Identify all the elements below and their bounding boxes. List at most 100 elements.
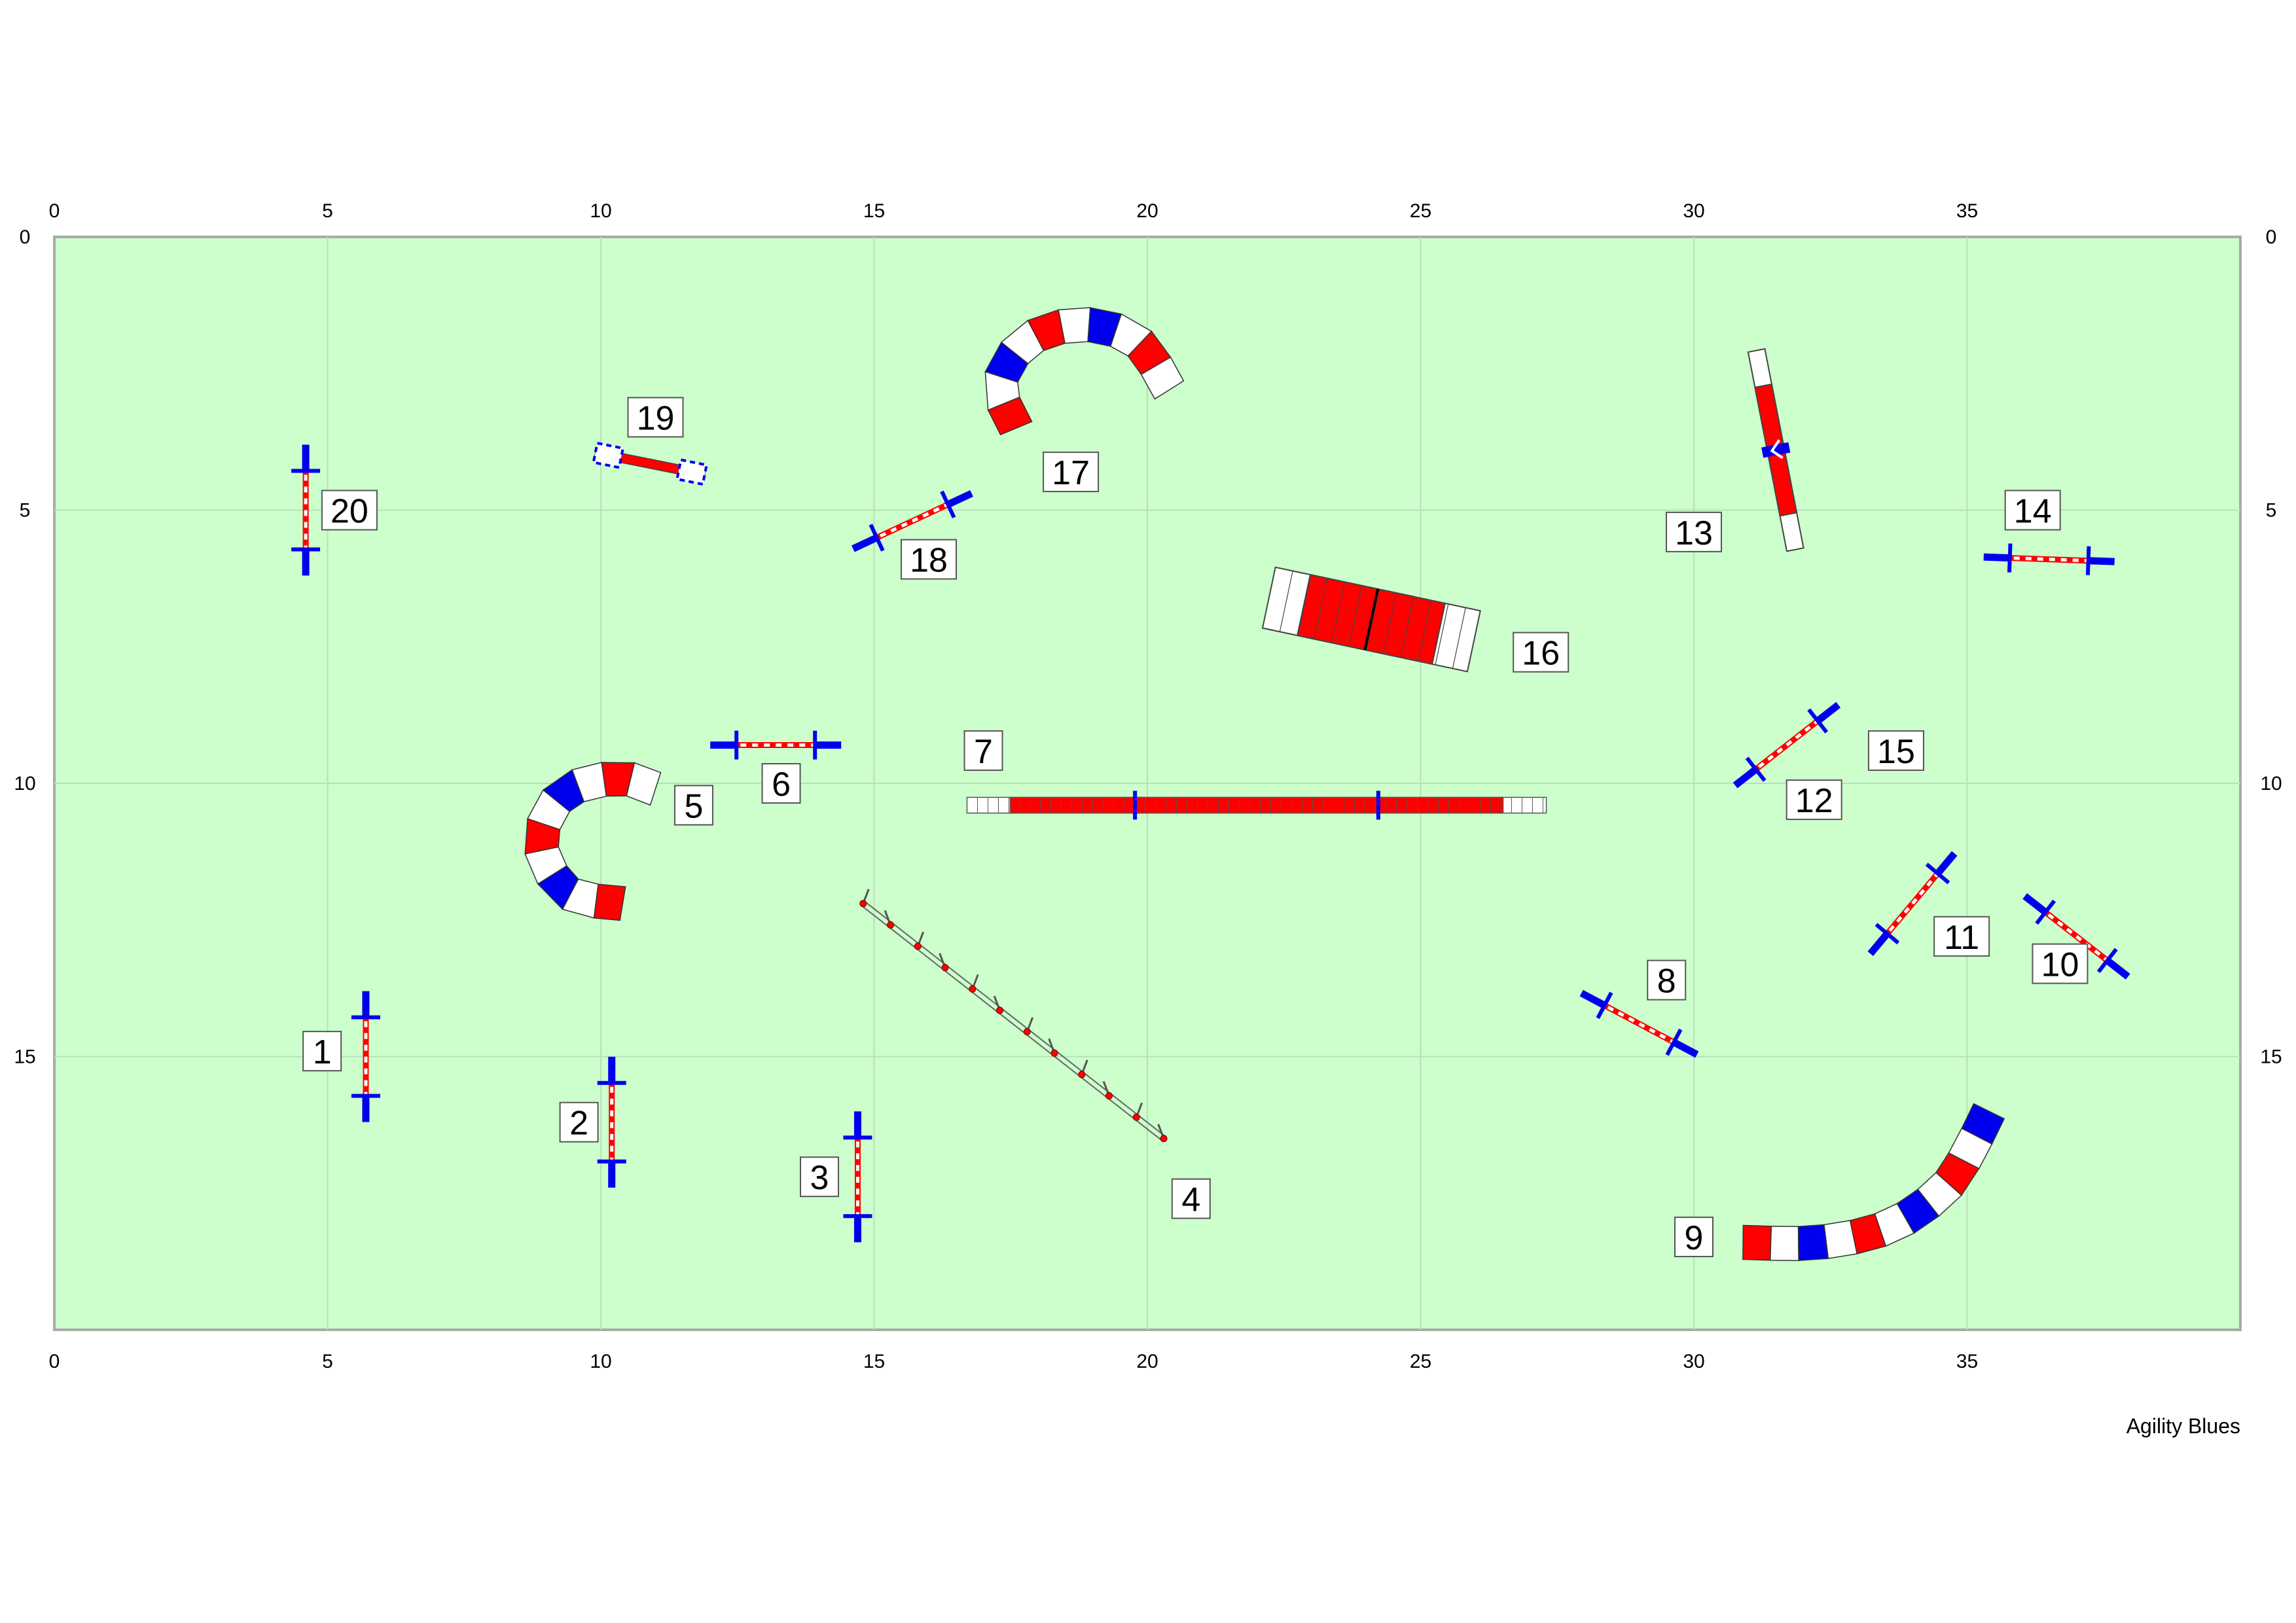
weave-pole [1023,1028,1031,1036]
number-label: 1 [313,1033,332,1071]
number-label: 17 [1052,454,1090,492]
jump-stand [2007,543,2013,573]
tunnel-17 [984,307,1185,436]
table-end [675,458,708,486]
x-tick-label: 30 [1683,200,1704,222]
tunnel-9 [1742,1103,2005,1261]
number-box-13: 13 [1666,511,1722,552]
jump-wing [1815,702,1841,724]
x-tick-label: 10 [590,200,611,222]
jump-wing [1867,931,1890,956]
tunnel-segment [593,883,626,921]
number-box-11: 11 [1933,916,1990,957]
weave-pole [859,900,867,908]
number-label: 5 [684,787,703,825]
jump-stand [1807,708,1829,734]
number-label: 7 [974,733,993,771]
jump-wing [851,534,878,552]
number-box-frame [321,490,378,531]
weave-pole [1078,1071,1086,1079]
number-label: 14 [2014,493,2052,531]
jump-stand [1596,991,1613,1020]
number-box-frame [627,397,684,438]
number-box-7: 7 [963,730,1003,771]
x-tick-label: 15 [863,1351,885,1372]
jump-8 [1579,990,1699,1058]
number-box-frame [963,730,1003,771]
y-tick-label: 15 [14,1046,35,1068]
number-box-frame [559,1101,599,1143]
number-label: 11 [1944,919,1979,957]
seesaw-pivot-mark [1770,439,1784,459]
aframe-slat [1331,582,1345,643]
aframe-slat [1348,585,1363,647]
tunnel-segment [626,762,662,806]
number-box-frame [800,1156,839,1198]
jump-wing [1672,1039,1699,1058]
number-box-3: 3 [800,1156,839,1198]
number-box-frame [1933,916,1990,957]
x-tick-label: 5 [322,200,333,222]
dogwalk-red-section [1009,796,1504,814]
number-box-frame [1867,730,1924,771]
number-box-18: 18 [901,539,957,580]
number-box-frame [302,1031,342,1072]
seesaw-13 [1747,348,1804,552]
jump-stand [1745,757,1767,782]
number-box-frame [1043,452,1100,493]
tunnel-segment [1797,1224,1829,1261]
number-label: 9 [1685,1219,1704,1257]
weave-pole [969,985,977,993]
jump-stand [869,524,885,552]
weave-pole [887,921,895,929]
jump-12 [1732,702,1841,789]
seesaw-pivot [1761,442,1791,458]
aframe-slat [1314,578,1328,639]
jump-stand [2096,948,2118,973]
tunnel-segment [1961,1103,2005,1145]
tunnel-segment [1140,356,1185,400]
jump-stand [1665,1028,1683,1056]
x-tick-label: 15 [863,200,885,222]
number-box-frame [1785,779,1842,821]
y-tick-label: 10 [14,773,35,794]
weave-pole [996,1007,1004,1014]
weave-pole [1132,1113,1140,1121]
weave-pole [941,964,949,972]
tunnel-segment [1769,1225,1799,1261]
number-label: 12 [1795,782,1833,820]
number-label: 6 [772,766,791,804]
course-equipment [291,307,2130,1261]
jump-stand [2085,546,2091,575]
jump-1 [351,991,380,1122]
weave-pole [1105,1092,1113,1099]
number-label: 4 [1181,1181,1200,1219]
table-end [592,441,625,469]
jump-wing [1579,990,1607,1009]
number-label: 3 [810,1159,829,1197]
jump-stand [940,490,956,519]
number-box-4: 4 [1171,1178,1211,1219]
number-label: 18 [910,542,948,580]
number-box-frame [1171,1178,1211,1219]
x-tick-label: 0 [49,1351,60,1372]
number-box-6: 6 [761,763,801,804]
number-box-frame [2032,943,2089,984]
number-label: 13 [1675,514,1713,552]
number-box-frame [761,763,801,804]
weave-pole [1050,1049,1058,1057]
weave-base [864,901,1166,1137]
y-tick-label: 0 [20,226,31,248]
aframe-slat [1400,596,1414,658]
tunnel-segment [1742,1224,1772,1261]
y-tick-label: 0 [2266,226,2277,248]
aframe-slat [1435,603,1449,665]
number-box-8: 8 [1647,959,1687,1001]
number-box-frame [2004,490,2061,531]
number-label: 20 [331,493,368,531]
jump-wing [2088,557,2115,565]
tunnel-5 [524,762,662,921]
jump-11 [1867,851,1958,956]
number-box-9: 9 [1674,1217,1713,1258]
